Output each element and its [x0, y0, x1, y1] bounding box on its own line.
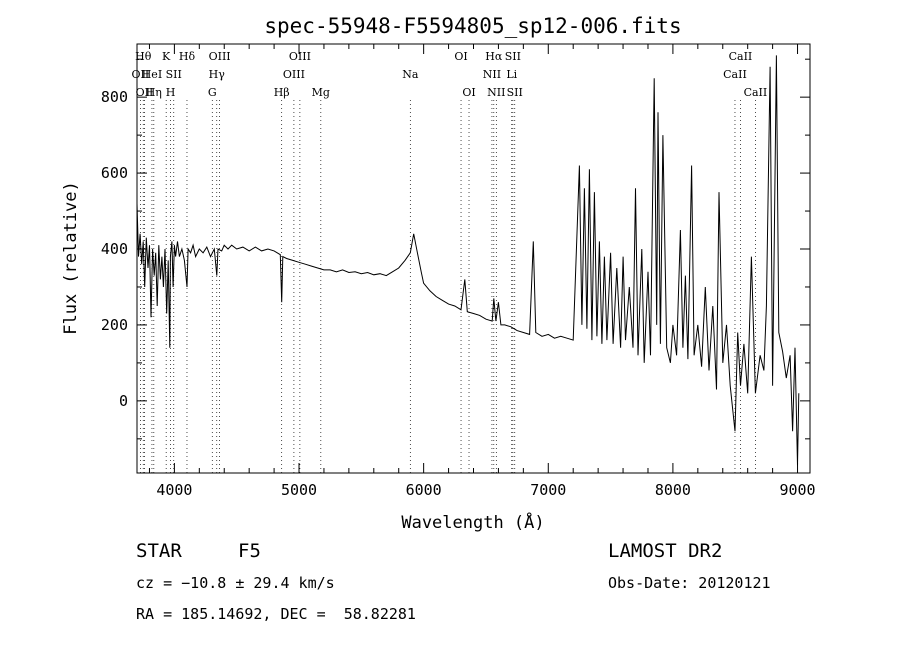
line-marker-label-12: Hβ [274, 86, 290, 99]
line-marker-label-13: OIII [283, 68, 305, 81]
line-marker-label-6: H [166, 86, 176, 99]
y-axis-ticks: 0 200 400 600 800 [101, 58, 810, 440]
emission-line-markers: OIIHθOIIHηHeIKHSIIHδHγGOIIIHβOIIIOIIIMgN… [132, 50, 768, 473]
line-marker-label-19: NII [483, 68, 501, 81]
line-marker-label-3: Hη [146, 86, 162, 99]
chart-title: spec-55948-F5594805_sp12-006.fits [264, 14, 681, 38]
line-marker-label-23: Li [506, 68, 517, 81]
x-axis-label: Wavelength (Å) [401, 511, 544, 533]
line-marker-label-25: CaII [723, 68, 747, 81]
x-tick-label-3: 7000 [530, 481, 566, 499]
spectrum-series-line [136, 55, 800, 466]
spectral-subclass: F5 [238, 540, 261, 562]
line-marker-label-18: OI [462, 86, 475, 99]
redshift-info: cz = −10.8 ± 29.4 km/s [136, 574, 335, 592]
line-marker-label-9: Hγ [209, 68, 226, 81]
line-marker-label-22: SII [505, 50, 521, 63]
line-marker-label-20: Hα [485, 50, 503, 63]
line-marker-label-26: CaII [729, 50, 753, 63]
line-marker-label-17: OI [454, 50, 467, 63]
line-marker-label-11: OIII [209, 50, 231, 63]
x-tick-label-1: 5000 [281, 481, 317, 499]
line-marker-label-7: SII [166, 68, 182, 81]
y-tick-label-1: 200 [101, 316, 128, 334]
x-tick-label-4: 8000 [655, 481, 691, 499]
x-tick-label-0: 4000 [156, 481, 192, 499]
line-marker-label-2: OII [136, 86, 154, 99]
survey-name: LAMOST DR2 [608, 540, 723, 562]
line-marker-label-27: CaII [744, 86, 768, 99]
line-marker-label-16: Na [402, 68, 419, 81]
observation-date: Obs-Date: 20120121 [608, 574, 771, 592]
y-tick-label-0: 0 [119, 392, 128, 410]
line-marker-label-0: OII [132, 68, 150, 81]
y-tick-label-3: 600 [101, 164, 128, 182]
line-marker-label-21: NII [487, 86, 505, 99]
line-marker-label-5: K [162, 50, 171, 63]
y-tick-label-2: 400 [101, 240, 128, 258]
x-tick-label-2: 6000 [406, 481, 442, 499]
line-marker-label-14: OIII [289, 50, 311, 63]
line-marker-label-15: Mg [312, 86, 330, 99]
line-marker-label-1: Hθ [135, 50, 152, 63]
object-class: STAR [136, 540, 182, 562]
line-marker-label-24: SII [507, 86, 523, 99]
x-axis-ticks: 4000 5000 6000 7000 8000 9000 [148, 44, 816, 499]
line-marker-label-4: HeI [142, 68, 162, 81]
y-tick-label-4: 800 [101, 88, 128, 106]
line-marker-label-8: Hδ [179, 50, 196, 63]
line-marker-label-10: G [208, 86, 217, 99]
x-tick-label-5: 9000 [779, 481, 815, 499]
sky-coordinates: RA = 185.14692, DEC = 58.82281 [136, 605, 416, 623]
plot-frame [136, 43, 811, 474]
y-axis-label: Flux (relative) [61, 181, 81, 335]
